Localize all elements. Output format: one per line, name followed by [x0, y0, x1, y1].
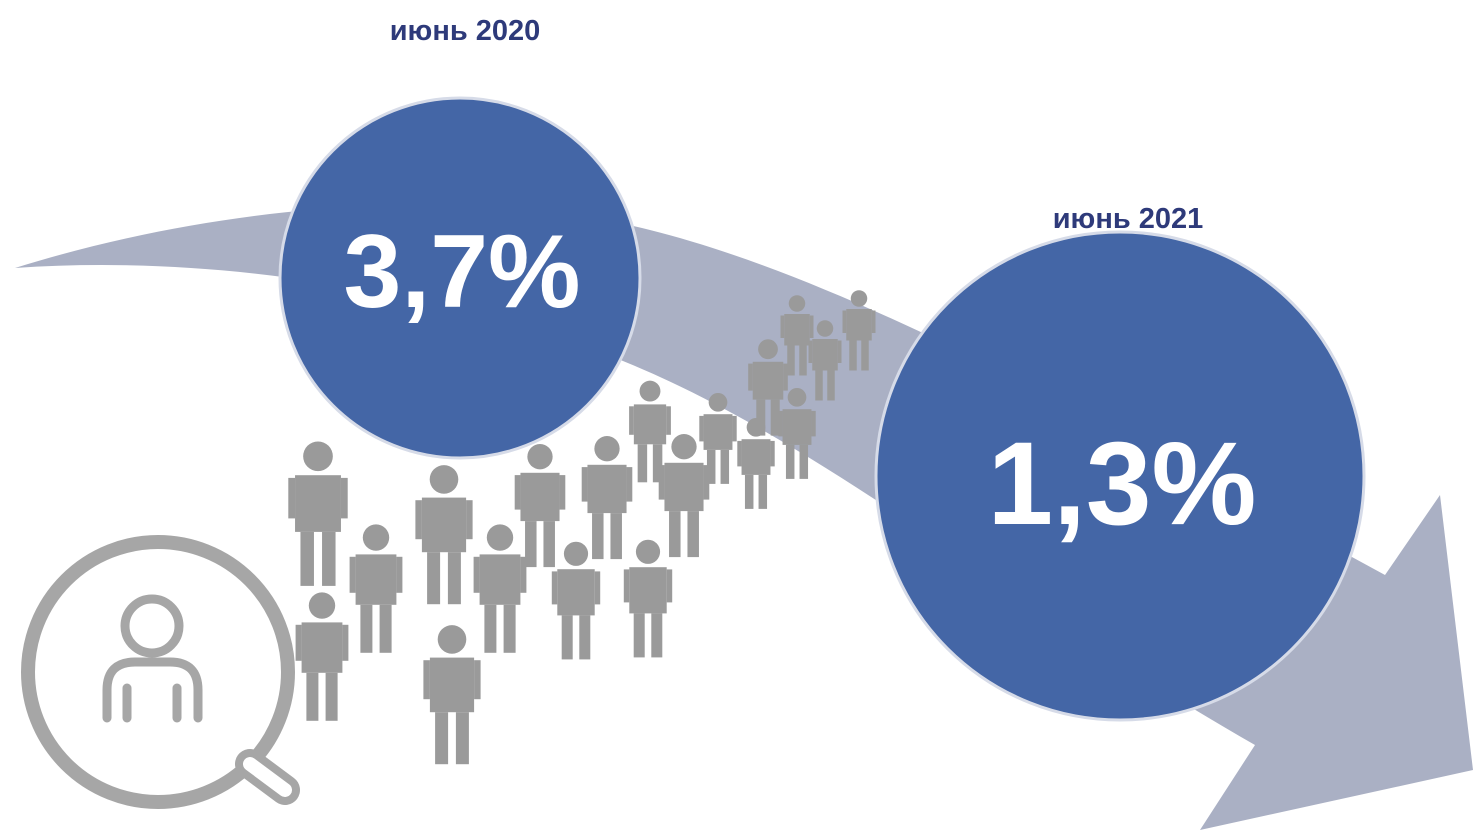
period-value: 1,3%: [988, 418, 1257, 550]
value-circle: [874, 230, 1366, 722]
value-circle: [278, 96, 642, 460]
period-value: 3,7%: [343, 214, 580, 330]
period-date: июнь 2020: [390, 15, 541, 47]
magnifier: [21, 535, 300, 809]
period-date: июнь 2021: [1053, 203, 1204, 235]
